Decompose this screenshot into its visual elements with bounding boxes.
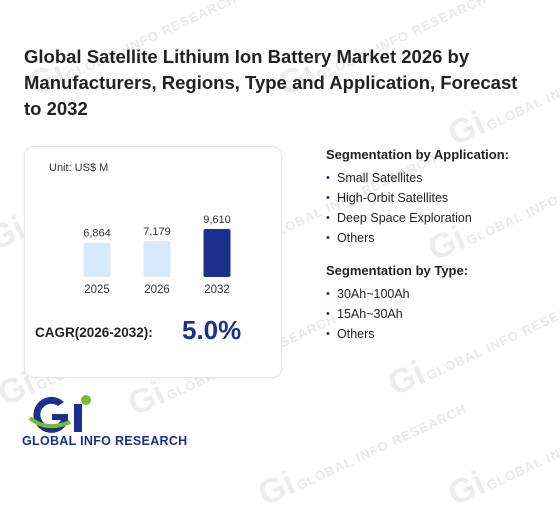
application-item: • High-Orbit Satellites [326, 188, 509, 208]
bullet-icon: • [326, 328, 330, 340]
bullet-icon: • [326, 288, 330, 300]
logo-text: GLOBAL INFO RESEARCH [22, 434, 188, 448]
report-title: Global Satellite Lithium Ion Battery Mar… [24, 46, 518, 119]
watermark: GiGLOBAL INFO RESEARCH [442, 401, 560, 514]
market-size-card: Unit: US$ M 6,864 2025 7,179 2026 9,610 2032 … [24, 146, 282, 378]
segmentation-application-title: Segmentation by Application: [326, 147, 509, 162]
segmentation-by-application: Segmentation by Application: • Small Sate… [326, 147, 509, 248]
application-item: • Others [326, 228, 509, 248]
gi-logo-icon [28, 395, 91, 433]
company-logo [22, 392, 192, 452]
bar-chart: 6,864 2025 7,179 2026 9,610 2032 [83, 214, 231, 296]
bar-2025 [83, 242, 111, 277]
application-item: • Deep Space Exploration [326, 208, 509, 228]
cagr-value: 5.0% [182, 315, 242, 345]
category-label: 2026 [144, 284, 170, 296]
segmentation-by-type: Segmentation by Type: • 30Ah~100Ah • 15Ah~… [326, 263, 468, 344]
bar-2032 [203, 229, 231, 277]
segmentation-type-title: Segmentation by Type: [326, 263, 469, 278]
value-label: 7,179 [143, 226, 171, 238]
application-item: • Small Satellites [326, 168, 509, 188]
bullet-icon: • [326, 232, 330, 244]
type-item: • Others [326, 324, 468, 344]
bullet-icon: • [326, 212, 330, 224]
value-label: 9,610 [203, 214, 231, 226]
bullet-icon: • [326, 192, 330, 204]
type-item: • 15Ah~30Ah [326, 304, 468, 324]
bar-2026 [143, 241, 171, 277]
unit-label: Unit: US$ M [49, 162, 109, 174]
watermark: GiGLOBAL INFO RESEARCH [252, 400, 470, 514]
bullet-icon: • [326, 172, 330, 184]
category-label: 2032 [204, 284, 230, 296]
type-item: • 30Ah~100Ah [326, 284, 468, 304]
bullet-icon: • [326, 308, 330, 320]
cagr-label: CAGR(2026-2032): [35, 325, 153, 340]
category-label: 2025 [84, 284, 110, 296]
value-label: 6,864 [83, 228, 111, 240]
